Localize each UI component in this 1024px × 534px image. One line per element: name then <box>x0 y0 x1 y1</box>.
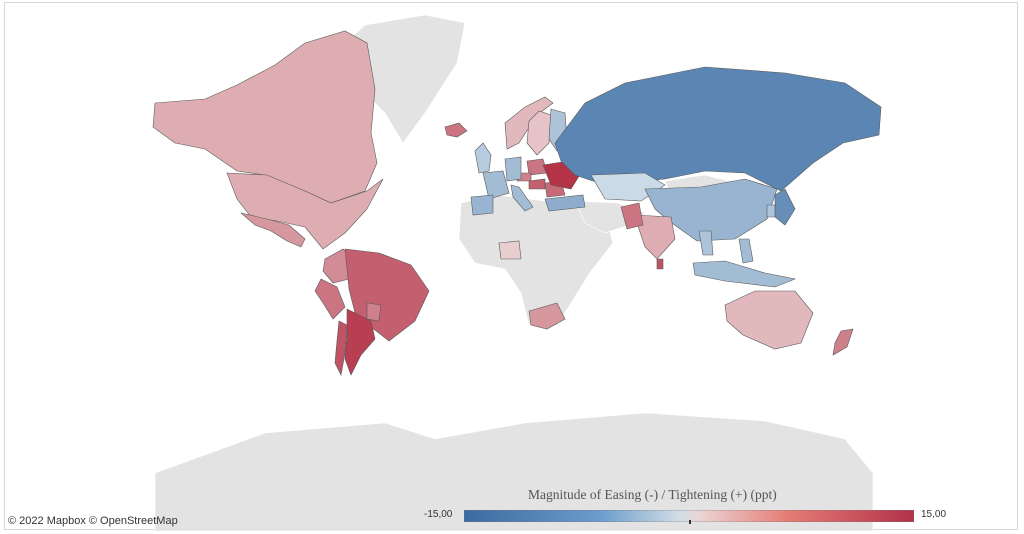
country-layer[interactable] <box>152 30 882 376</box>
country-new-zealand[interactable] <box>832 328 854 356</box>
country-hungary[interactable] <box>528 178 546 190</box>
country-iceland[interactable] <box>444 122 468 138</box>
legend-title: Magnitude of Easing (-) / Tightening (+)… <box>528 487 777 502</box>
country-sweden[interactable] <box>526 110 552 156</box>
country-china[interactable] <box>644 178 778 242</box>
world-choropleth-map[interactable] <box>5 3 1019 531</box>
country-thailand[interactable] <box>698 230 714 256</box>
country-canada[interactable] <box>152 30 378 204</box>
country-south-korea[interactable] <box>766 204 776 218</box>
country-spain[interactable] <box>470 194 494 216</box>
country-united-kingdom[interactable] <box>474 142 492 174</box>
legend-min-label: -15,00 <box>424 509 453 520</box>
country-mexico[interactable] <box>240 212 306 248</box>
country-japan[interactable] <box>774 188 796 226</box>
no-data-region <box>154 412 874 531</box>
country-pakistan[interactable] <box>620 202 644 230</box>
country-russia[interactable] <box>554 66 882 192</box>
legend-gradient-bar <box>464 510 914 522</box>
country-nigeria[interactable] <box>498 240 522 260</box>
country-australia[interactable] <box>724 290 814 350</box>
country-peru[interactable] <box>314 278 346 320</box>
legend-zero-tick <box>689 520 691 524</box>
legend-max-label: 15,00 <box>921 509 947 520</box>
country-south-africa[interactable] <box>528 302 566 330</box>
country-turkey[interactable] <box>544 194 586 212</box>
country-italy[interactable] <box>510 184 534 212</box>
country-philippines[interactable] <box>738 238 754 264</box>
map-frame <box>4 2 1019 531</box>
map-attribution[interactable]: © 2022 Mapbox © OpenStreetMap <box>8 515 178 527</box>
country-indonesia[interactable] <box>692 260 797 288</box>
country-germany[interactable] <box>504 156 522 182</box>
country-france[interactable] <box>482 170 510 200</box>
country-paraguay[interactable] <box>366 302 382 322</box>
color-legend: Magnitude of Easing (-) / Tightening (+)… <box>424 487 954 527</box>
country-argentina[interactable] <box>344 308 376 376</box>
country-chile[interactable] <box>334 320 348 376</box>
country-sri-lanka[interactable] <box>656 258 664 270</box>
country-brazil[interactable] <box>344 248 430 342</box>
